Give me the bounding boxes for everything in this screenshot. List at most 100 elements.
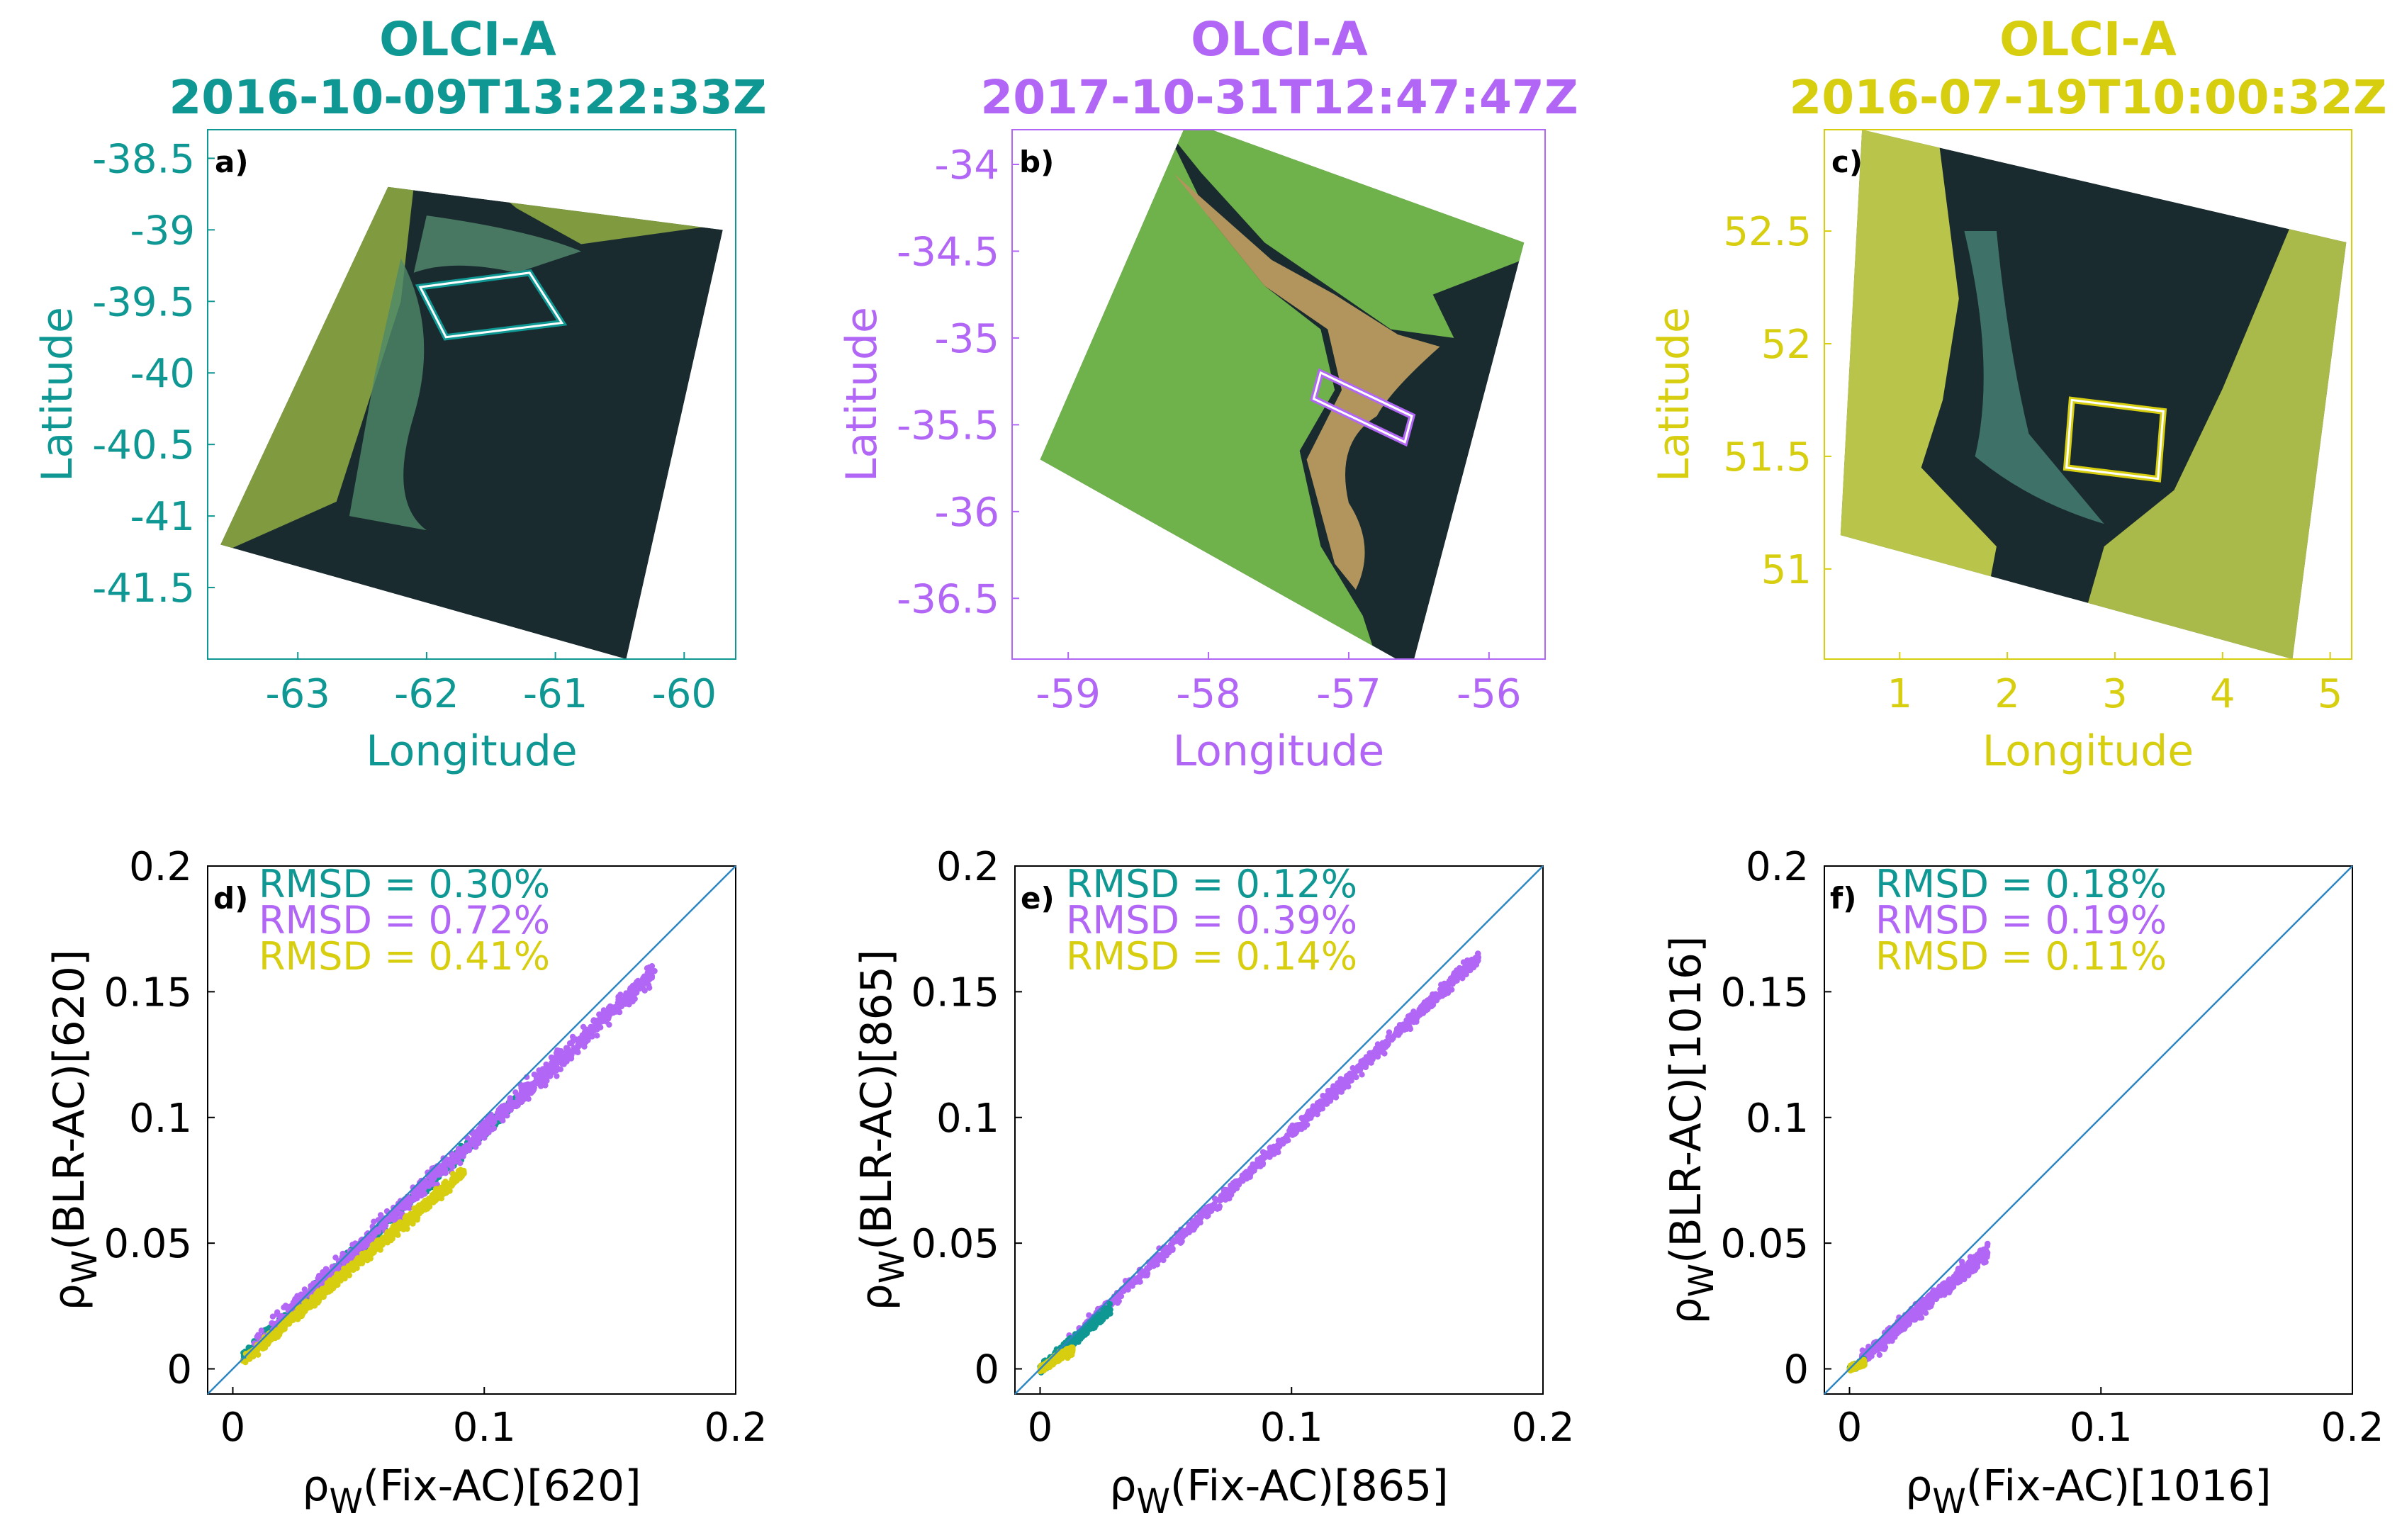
data-point (1211, 1205, 1218, 1212)
data-point (1292, 1124, 1298, 1130)
data-point (1277, 1138, 1284, 1145)
data-point (1250, 1166, 1257, 1173)
data-point (638, 983, 645, 989)
x-tick-label: 0.2 (704, 1405, 767, 1451)
x-tick-label: 0.2 (1511, 1405, 1574, 1451)
y-tick-label: 0.2 (1746, 844, 1809, 890)
data-point (1912, 1310, 1919, 1316)
data-point (1340, 1082, 1347, 1089)
data-point (408, 1213, 415, 1220)
x-label-text: (Fix-AC)[620] (363, 1461, 641, 1511)
series-2017-10-31 (1856, 1240, 1991, 1368)
y-axis-label: Latitude (33, 307, 82, 482)
y-tick-label: 51.5 (1723, 434, 1812, 480)
data-point (1876, 1351, 1882, 1359)
data-point (371, 1233, 377, 1240)
x-tick-label: -61 (523, 671, 588, 717)
data-point (296, 1308, 302, 1315)
data-point (447, 1162, 453, 1168)
x-tick-label: -56 (1457, 671, 1521, 717)
scatter-panel-f: 0 0.1 0.200.050.10.150.2ρW(Fix-AC)[1016]ρW… (1661, 844, 2384, 1522)
data-point (1920, 1305, 1926, 1312)
data-point (255, 1332, 262, 1338)
data-point (354, 1257, 361, 1264)
scatter-panel-e: 0 0.1 0.200.050.10.150.2ρW(Fix-AC)[865]ρW(… (852, 844, 1575, 1522)
data-point (433, 1186, 439, 1192)
data-point (1439, 987, 1445, 994)
data-point (1383, 1038, 1389, 1045)
series-2017-10-31 (1065, 950, 1482, 1349)
scatter-points (1846, 1240, 1991, 1374)
data-point (1315, 1105, 1321, 1111)
y-tick-label: 0.2 (129, 844, 192, 890)
data-point (483, 1122, 490, 1128)
data-point (349, 1260, 355, 1266)
y-tick-label: 0 (1783, 1347, 1809, 1393)
one-to-one-line (207, 865, 736, 1395)
data-point (275, 1328, 281, 1335)
data-point (429, 1181, 435, 1187)
data-point (342, 1275, 348, 1282)
panel-label: b) (1019, 145, 1054, 179)
data-point (307, 1299, 313, 1305)
data-point (1201, 1211, 1207, 1218)
data-point (411, 1196, 417, 1203)
data-point (344, 1265, 351, 1272)
axes-frame (1014, 865, 1544, 1395)
data-point (597, 1024, 604, 1030)
data-point (1467, 961, 1474, 967)
data-point (476, 1140, 482, 1147)
axes-frame (207, 129, 736, 660)
land-area (2072, 208, 2347, 659)
data-point (336, 1264, 342, 1270)
data-point (554, 1073, 560, 1079)
data-point (627, 987, 634, 993)
data-point (646, 964, 653, 971)
x-label-symbol: ρ (1905, 1461, 1932, 1511)
x-tick-label: -60 (652, 671, 717, 717)
x-tick-label: 0.1 (453, 1405, 516, 1451)
data-point (1323, 1099, 1330, 1106)
x-tick-label: 0.2 (2320, 1405, 2384, 1451)
data-point (1310, 1110, 1316, 1116)
data-point (416, 1184, 422, 1190)
data-point (301, 1300, 308, 1308)
data-point (594, 1033, 600, 1039)
y-tick-label: -36.5 (897, 576, 999, 622)
land-area (1840, 130, 1997, 659)
data-point (384, 1240, 391, 1246)
data-point (377, 1240, 383, 1246)
y-tick-label: 0.1 (129, 1096, 192, 1142)
data-point (433, 1196, 439, 1203)
data-point (405, 1195, 412, 1201)
x-tick-label: 0.1 (1260, 1405, 1323, 1451)
data-point (395, 1223, 402, 1230)
data-point (617, 1003, 623, 1010)
y-tick-label: -41 (130, 494, 195, 540)
data-point (1078, 1330, 1085, 1337)
data-point (632, 982, 639, 988)
x-tick-label: 1 (1887, 671, 1912, 717)
data-point (361, 1256, 368, 1263)
data-point (512, 1089, 519, 1096)
x-axis-label: Longitude (1173, 726, 1384, 776)
data-point (249, 1354, 257, 1360)
rmsd-annotation: RMSD = 0.41% (259, 934, 550, 979)
data-point (1206, 1203, 1213, 1210)
data-point (438, 1166, 444, 1173)
turbid-water (413, 215, 581, 273)
data-point (301, 1308, 307, 1314)
data-point (1394, 1030, 1401, 1037)
sediment-plume (1173, 173, 1440, 590)
data-point (371, 1244, 377, 1251)
data-point (1218, 1196, 1225, 1203)
axes-frame (1824, 129, 2352, 660)
data-point (1950, 1277, 1956, 1283)
data-point (1388, 1036, 1396, 1043)
data-point (274, 1309, 281, 1315)
y-label-subscript: W (65, 1250, 105, 1283)
data-point (1428, 1003, 1435, 1010)
panel-label: e) (1021, 881, 1055, 916)
satellite-scene (1840, 130, 2347, 659)
